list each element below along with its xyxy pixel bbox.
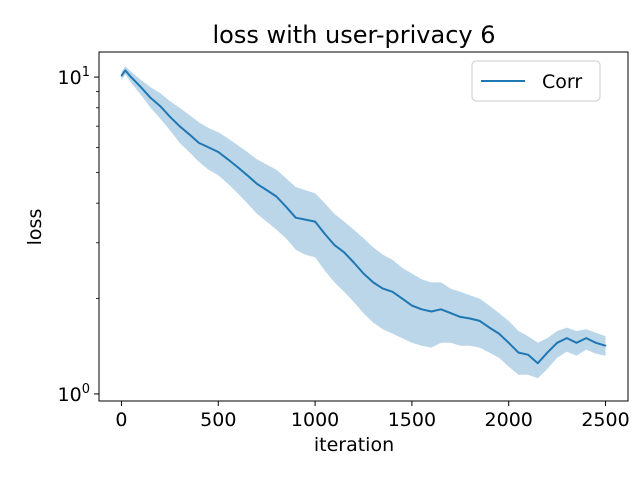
series-corr-point — [546, 351, 549, 354]
series-corr-point — [178, 125, 181, 127]
series-corr-point — [188, 133, 190, 136]
series-corr-point — [401, 297, 404, 300]
series-corr-point — [469, 317, 471, 320]
series-corr-point — [256, 183, 258, 185]
series-corr-point — [130, 76, 132, 78]
series-corr-point — [527, 353, 529, 356]
series-corr-point — [159, 105, 161, 107]
series-corr-point — [169, 115, 171, 118]
series-corr-point — [391, 291, 394, 293]
series-corr-point — [343, 251, 345, 254]
series-corr-point — [449, 312, 452, 314]
y-tick-label: 101 — [58, 65, 90, 89]
series-corr-point — [411, 304, 413, 307]
series-corr-point — [440, 308, 442, 311]
x-tick-label: 0 — [115, 409, 127, 431]
legend: Corr — [471, 60, 601, 102]
y-axis: 100 101 — [58, 65, 99, 406]
series-corr-point — [265, 189, 268, 191]
series-corr-point — [488, 326, 491, 329]
series-corr-point — [324, 233, 326, 235]
series-corr-point — [149, 97, 152, 99]
series-corr-point — [246, 174, 249, 177]
series-corr-point — [227, 158, 229, 161]
series-corr-point — [362, 272, 365, 275]
x-tick-label: 2500 — [581, 409, 629, 431]
series-corr-point — [304, 218, 307, 221]
series-corr-point — [120, 74, 123, 77]
series-corr-point — [575, 342, 578, 344]
series-corr-point — [285, 205, 287, 208]
x-tick-label: 2000 — [485, 409, 533, 431]
series-corr-line — [120, 69, 606, 365]
series-corr-point — [478, 320, 481, 322]
series-corr-point — [420, 308, 423, 311]
legend-box — [471, 60, 601, 102]
series-corr-band — [121, 66, 606, 379]
y-axis-label: loss — [24, 209, 46, 246]
series-corr-point — [314, 220, 316, 223]
series-corr-point — [198, 142, 200, 144]
chart-title: loss with user-privacy 6 — [213, 21, 496, 49]
legend-label-corr: Corr — [542, 71, 582, 93]
series-corr-point — [372, 281, 375, 284]
series-corr-point — [382, 287, 384, 290]
x-tick-label: 500 — [200, 409, 236, 431]
x-tick-label: 1000 — [291, 409, 339, 431]
series-corr-point — [275, 195, 278, 198]
series-corr-point — [353, 261, 355, 264]
series-corr-point — [294, 216, 297, 219]
series-corr-point — [217, 151, 220, 153]
series-corr-point — [124, 69, 127, 72]
series-corr-point — [566, 337, 568, 339]
series-corr-point — [430, 310, 433, 313]
series-corr-point — [459, 316, 462, 318]
series-corr-point — [140, 86, 142, 88]
series-corr-point — [604, 344, 607, 347]
series-corr-point — [507, 342, 510, 344]
series-corr-point — [595, 342, 597, 344]
series-corr-point — [537, 362, 539, 365]
series-corr-point — [207, 146, 210, 149]
series-corr-point — [556, 342, 558, 344]
series-corr-point — [585, 337, 587, 339]
series-corr-point — [236, 166, 239, 168]
y-tick-label: 100 — [58, 382, 90, 406]
x-tick-label: 1500 — [388, 409, 436, 431]
x-axis: 0 500 1000 1500 2000 2500 — [115, 401, 630, 431]
series-corr-point — [333, 244, 336, 246]
plot-area — [120, 66, 607, 379]
series-corr-point — [517, 351, 520, 354]
series-corr-point — [498, 332, 500, 335]
plot-frame — [98, 51, 629, 402]
x-axis-label: iteration — [314, 434, 394, 456]
